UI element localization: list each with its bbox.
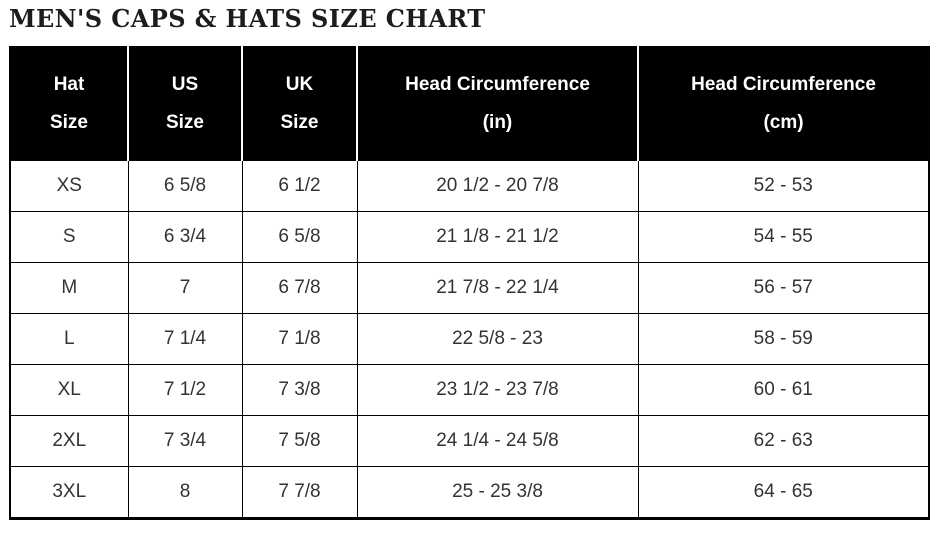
header-label-line: Head Circumference [691,74,876,95]
header-cell-circumference-in: Head Circumference (in) [357,47,639,161]
header-cell-circumference-cm: Head Circumference (cm) [638,47,929,161]
cell-us-size: 7 [127,262,243,314]
cell-hat-size: XL [9,364,129,416]
cell-us-size: 6 5/8 [127,160,243,212]
header-label-line: Size [165,112,205,133]
table-row: 3XL 8 7 7/8 25 - 25 3/8 64 - 65 [9,466,930,519]
cell-uk-size: 7 7/8 [241,466,358,519]
cell-hat-size: S [9,211,129,263]
header-label-line: Hat [53,74,85,95]
cell-uk-size: 6 1/2 [241,160,358,212]
table-body: XS 6 5/8 6 1/2 20 1/2 - 20 7/8 52 - 53 S… [9,160,930,519]
cell-hat-size: 3XL [9,466,129,519]
cell-circumference-in: 20 1/2 - 20 7/8 [356,160,639,212]
cell-us-size: 7 1/4 [127,313,243,365]
cell-circumference-cm: 56 - 57 [637,262,930,314]
cell-circumference-cm: 52 - 53 [637,160,930,212]
header-cell-uk-size: UK Size [242,47,358,161]
table-row: XL 7 1/2 7 3/8 23 1/2 - 23 7/8 60 - 61 [9,364,930,416]
header-label-line: (in) [482,112,513,133]
cell-us-size: 6 3/4 [127,211,243,263]
header-label-line: Head Circumference [405,74,590,95]
header-label-line: Size [280,112,319,133]
size-chart-table: Hat Size US Size UK Size Head Circumfere… [9,46,930,520]
cell-circumference-cm: 62 - 63 [637,415,930,467]
table-row: XS 6 5/8 6 1/2 20 1/2 - 20 7/8 52 - 53 [9,160,930,212]
cell-hat-size: XS [9,160,129,212]
cell-circumference-in: 25 - 25 3/8 [356,466,639,519]
header-label-line: US [171,74,199,95]
cell-circumference-in: 21 7/8 - 22 1/4 [356,262,639,314]
table-row: S 6 3/4 6 5/8 21 1/8 - 21 1/2 54 - 55 [9,211,930,263]
cell-uk-size: 7 1/8 [241,313,358,365]
header-label-line: Size [49,112,89,133]
header-cell-us-size: US Size [128,47,243,161]
cell-uk-size: 7 3/8 [241,364,358,416]
cell-circumference-in: 23 1/2 - 23 7/8 [356,364,639,416]
cell-hat-size: L [9,313,129,365]
cell-circumference-cm: 64 - 65 [637,466,930,519]
cell-circumference-in: 22 5/8 - 23 [356,313,639,365]
table-row: L 7 1/4 7 1/8 22 5/8 - 23 58 - 59 [9,313,930,365]
cell-us-size: 7 1/2 [127,364,243,416]
header-row: Hat Size US Size UK Size Head Circumfere… [10,47,929,161]
header-cell-hat-size: Hat Size [10,47,129,161]
cell-circumference-in: 21 1/8 - 21 1/2 [356,211,639,263]
cell-uk-size: 6 5/8 [241,211,358,263]
cell-us-size: 8 [127,466,243,519]
cell-circumference-in: 24 1/4 - 24 5/8 [356,415,639,467]
cell-uk-size: 7 5/8 [241,415,358,467]
cell-circumference-cm: 60 - 61 [637,364,930,416]
cell-hat-size: M [9,262,129,314]
table-header: Hat Size US Size UK Size Head Circumfere… [10,47,929,161]
table-row: 2XL 7 3/4 7 5/8 24 1/4 - 24 5/8 62 - 63 [9,415,930,467]
header-label-line: (cm) [763,112,804,133]
table-row: M 7 6 7/8 21 7/8 - 22 1/4 56 - 57 [9,262,930,314]
cell-uk-size: 6 7/8 [241,262,358,314]
page-title: MEN'S CAPS & HATS SIZE CHART [9,4,486,33]
cell-us-size: 7 3/4 [127,415,243,467]
size-chart-page: MEN'S CAPS & HATS SIZE CHART Hat Size US… [9,4,930,520]
header-label-line: UK [285,74,314,95]
cell-circumference-cm: 54 - 55 [637,211,930,263]
cell-hat-size: 2XL [9,415,129,467]
cell-circumference-cm: 58 - 59 [637,313,930,365]
